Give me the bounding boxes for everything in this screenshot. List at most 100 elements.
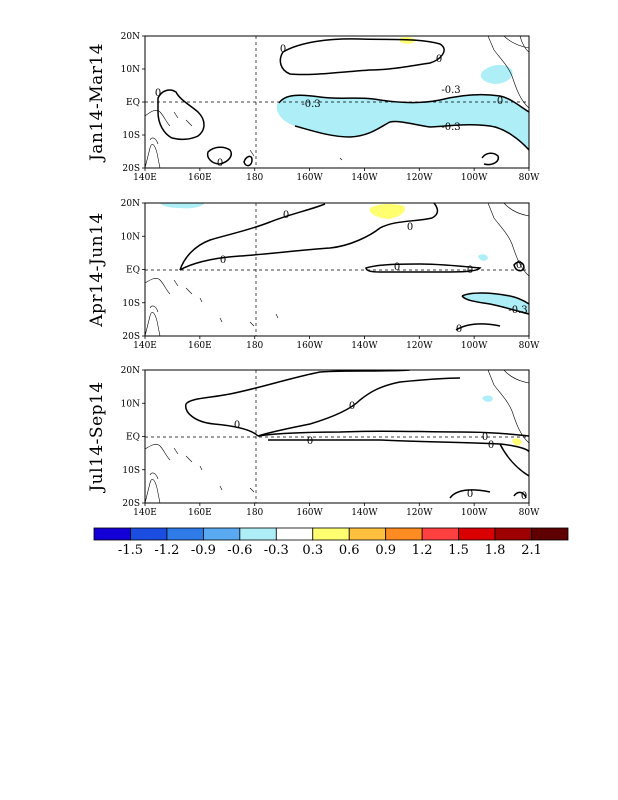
panel-2-neg03-contour <box>461 292 529 315</box>
panel-1-contour-label: 0 <box>217 158 223 169</box>
colorbar-label: -0.6 <box>227 543 252 558</box>
lon-tick-label: 80W <box>519 508 540 518</box>
lon-tick-label: 160W <box>296 173 323 183</box>
panel-1-contour-label: 0 <box>155 88 161 99</box>
lat-tick-label: 20S <box>122 164 140 174</box>
colorbar-label: 1.2 <box>412 543 433 558</box>
lon-tick-label: 160E <box>188 341 212 351</box>
panel-2-contour-label: 0 <box>407 222 413 233</box>
lon-tick-label: 80W <box>519 341 540 351</box>
lon-tick-label: 100W <box>461 341 488 351</box>
colorbar-swatch <box>275 527 314 541</box>
panel-1-neg03-contour <box>278 93 529 113</box>
panel-3-coastline <box>173 447 255 493</box>
lon-tick-label: 180 <box>246 341 263 351</box>
lon-tick-label: 180 <box>246 173 263 183</box>
panel-1-zero-contour <box>279 38 445 76</box>
panel-3-title: Jul14-Sep14 <box>87 381 107 493</box>
colorbar-label: 0.6 <box>339 543 360 558</box>
panel-3-zero-contour <box>257 377 461 437</box>
panel-2-negative-anomaly-shading <box>478 254 488 261</box>
colorbar-label: -0.9 <box>191 543 216 558</box>
colorbar-swatch <box>421 527 460 541</box>
panel-1-zero-contour <box>481 152 500 166</box>
panel-3-map-area <box>145 370 529 503</box>
panel-3: 0 0 0 0 0 0 0 <box>144 369 530 504</box>
colorbar-label: 0.3 <box>302 543 323 558</box>
panel-2-contour-label: 0 <box>394 262 400 273</box>
colorbar-label: 1.5 <box>448 543 469 558</box>
panel-3-coastline <box>145 444 171 503</box>
lon-tick-label: 160E <box>188 508 212 518</box>
colorbar-swatch <box>312 527 350 541</box>
panel-1-title: Jan14-Mar14 <box>87 43 107 163</box>
panel-2-map-area <box>145 203 529 336</box>
panel-1-contour-label: 0 <box>497 96 503 107</box>
panel-3-contour-label: 0 <box>467 489 473 500</box>
panel-3-zero-contour <box>185 370 411 437</box>
lat-tick-label: 10N <box>121 232 140 242</box>
lat-tick-label: 20N <box>121 199 140 209</box>
panel-1-contour-label: -0.3 <box>301 99 320 110</box>
panel-2-contour-label: 0 <box>467 265 473 276</box>
panel-2-contour-label: 0 <box>283 210 289 221</box>
colorbar-label: 1.8 <box>485 543 506 558</box>
panel-1-zero-contour <box>243 155 253 167</box>
lon-tick-label: 80W <box>519 173 540 183</box>
colorbar-label: -1.5 <box>118 543 143 558</box>
lat-tick-label: 10S <box>122 131 140 141</box>
colorbar-label: -1.2 <box>154 543 179 558</box>
panel-1-negative-anomaly-shading <box>480 64 513 84</box>
panel-1-contour-label: 0 <box>280 44 286 55</box>
panel-2-contour-label: 0 <box>516 260 522 271</box>
lon-tick-label: 140W <box>351 341 378 351</box>
panel-3-contour-label: 0 <box>349 401 355 412</box>
panel-2-zero-contour <box>179 203 439 271</box>
panel-3-coastline <box>487 370 529 444</box>
lon-tick-label: 120W <box>406 173 433 183</box>
panel-1-zero-contour <box>157 89 205 141</box>
panel-2-contour-label: 0 <box>220 255 226 266</box>
lon-tick-label: 120W <box>406 341 433 351</box>
panel-2-negative-anomaly-shading <box>160 203 205 209</box>
lon-tick-label: 180 <box>246 508 263 518</box>
panel-2-contour-label: -0.3 <box>508 305 527 316</box>
panel-2-coastline <box>145 278 171 336</box>
panel-2-title: Apr14-Jun14 <box>87 212 107 328</box>
panel-2-coastline <box>487 203 529 277</box>
colorbar: -1.5 -1.2 -0.9 -0.6 -0.3 0.3 0.6 0.9 1.2 1.5 1.8 2.… <box>93 527 569 558</box>
panel-3-zero-contour <box>513 491 527 499</box>
panel-2-zero-contour <box>513 261 525 272</box>
colorbar-swatch <box>202 527 241 541</box>
panel-2-zero-contour <box>365 263 482 273</box>
panel-3-contour-label: 0 <box>521 491 527 502</box>
lon-tick-label: 160E <box>188 173 212 183</box>
colorbar-swatch <box>239 527 277 541</box>
panel-1-neg03-contour <box>294 120 529 151</box>
lat-tick-label: 10S <box>122 466 140 476</box>
lon-tick-label: 120W <box>406 508 433 518</box>
panel-1-zero-contour <box>206 146 232 165</box>
panel-1: 0 0 0 0 -0.3 -0.3 -0.3 0 <box>144 35 530 169</box>
panel-2: 0 0 0 0 0 0 0 -0.3 <box>144 202 530 337</box>
panel-3-negative-anomaly-shading <box>482 395 493 402</box>
lat-tick-label: EQ <box>126 433 140 443</box>
colorbar-swatch <box>385 527 423 541</box>
lon-tick-label: 140W <box>351 173 378 183</box>
panel-2-zero-contour <box>179 203 326 271</box>
lon-tick-label: 160W <box>296 508 323 518</box>
panel-3-zero-contour <box>257 430 529 437</box>
lat-tick-label: 10N <box>121 399 140 409</box>
panel-1-contour-label: -0.3 <box>441 85 460 96</box>
panel-3-contour-label: 0 <box>482 432 488 443</box>
colorbar-swatch <box>166 527 204 541</box>
panel-1-contour-label: -0.3 <box>441 122 460 133</box>
lat-tick-label: 20S <box>122 332 140 342</box>
lat-tick-label: 20N <box>121 366 140 376</box>
panel-1-coastline <box>145 110 171 168</box>
